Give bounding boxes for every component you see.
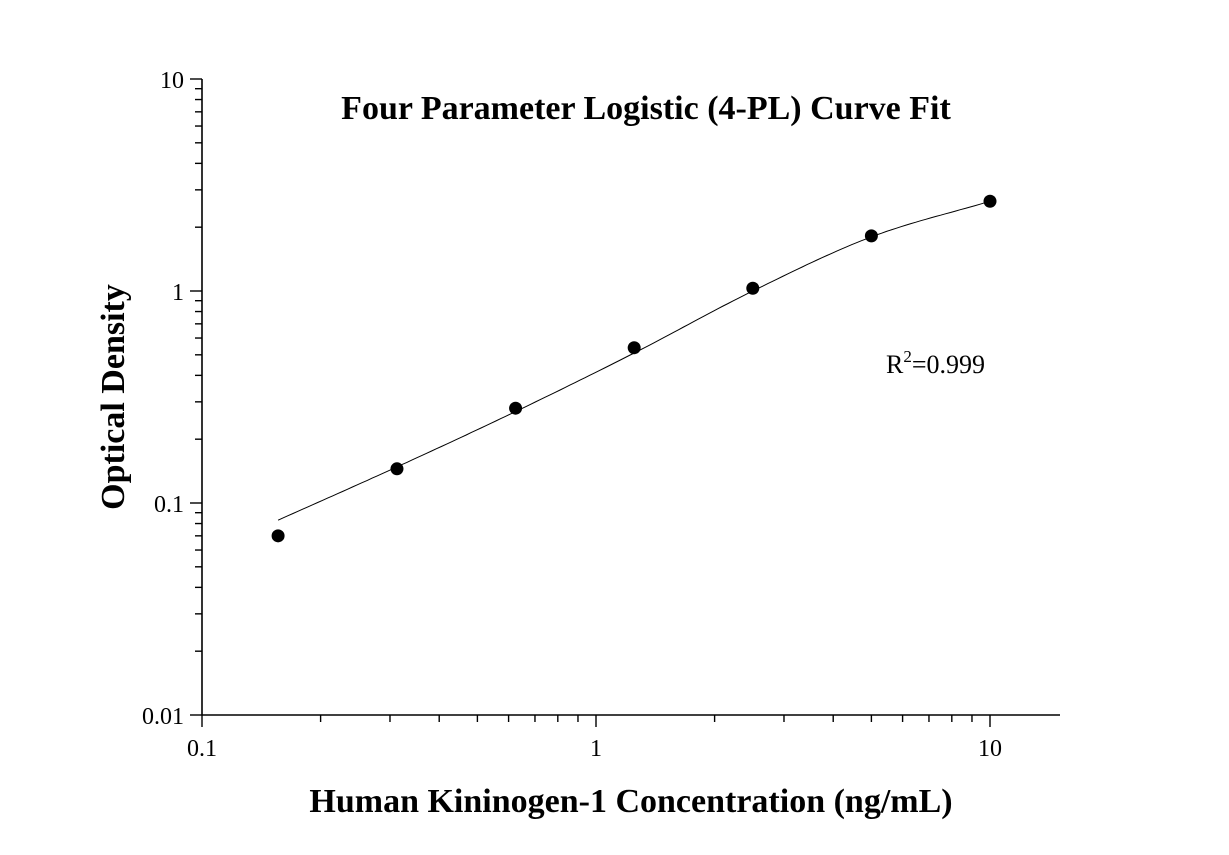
- x-tick-label: 0.1: [187, 736, 217, 762]
- r-squared-value: =0.999: [912, 350, 985, 379]
- x-tick-label: 10: [978, 736, 1002, 762]
- data-points: [271, 194, 997, 543]
- y-tick-label: 10: [160, 68, 184, 94]
- axis-ticks: [190, 78, 991, 727]
- chart-title: Four Parameter Logistic (4-PL) Curve Fit: [341, 90, 951, 127]
- data-point: [983, 194, 997, 208]
- r-squared-superscript: 2: [903, 347, 912, 366]
- x-axis-label: Human Kininogen-1 Concentration (ng/mL): [309, 783, 952, 820]
- r-squared-annotation: R2=0.999: [886, 347, 985, 379]
- x-tick-label: 1: [590, 736, 602, 762]
- plot-axes: [201, 79, 1060, 716]
- y-tick-label: 0.01: [142, 704, 184, 730]
- data-point: [746, 281, 760, 295]
- fit-curve-line: [277, 200, 991, 521]
- y-axis-label: Optical Density: [95, 284, 132, 510]
- data-point: [271, 529, 285, 543]
- data-point: [864, 229, 878, 243]
- r-squared-prefix: R: [886, 350, 904, 379]
- data-point: [509, 401, 523, 415]
- data-point: [390, 462, 404, 476]
- y-tick-label: 0.1: [154, 492, 184, 518]
- data-point: [627, 341, 641, 355]
- y-tick-label: 1: [172, 280, 184, 306]
